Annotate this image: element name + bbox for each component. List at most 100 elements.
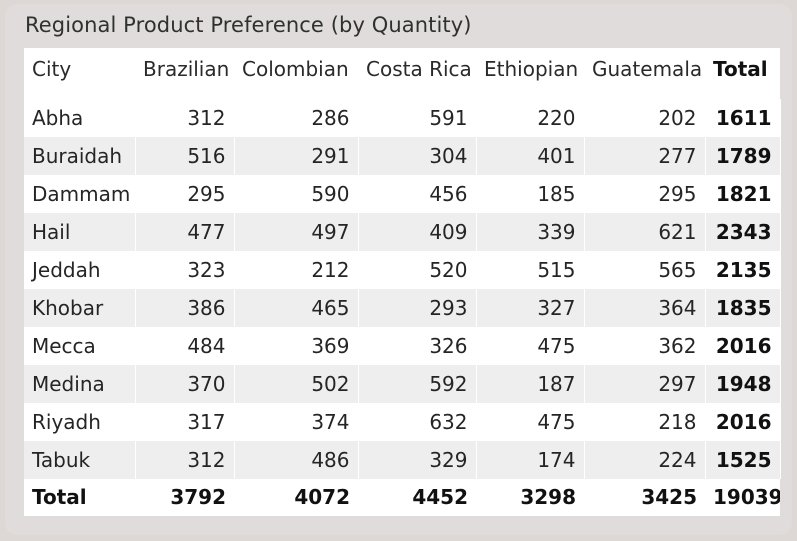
value-cell: 475 bbox=[476, 403, 585, 441]
value-cell: 185 bbox=[476, 175, 585, 213]
value-cell: 362 bbox=[584, 327, 706, 365]
value-cell: 326 bbox=[358, 327, 477, 365]
value-cell: 565 bbox=[584, 251, 706, 289]
value-cell: 202 bbox=[584, 99, 706, 137]
column-header[interactable]: Brazilian bbox=[143, 57, 230, 81]
matrix-table-container[interactable]: City Brazilian Colombian Costa Rica Ethiopia… bbox=[24, 48, 781, 516]
table-row[interactable]: Hail 477 497 409 339 621 2343 bbox=[24, 213, 781, 251]
value-cell: 502 bbox=[234, 365, 359, 403]
value-cell: 295 bbox=[584, 175, 706, 213]
value-cell: 374 bbox=[234, 403, 359, 441]
table-row[interactable]: Abha 312 286 591 220 202 1611 bbox=[24, 99, 781, 137]
value-cell: 329 bbox=[358, 441, 477, 479]
value-cell: 364 bbox=[584, 289, 706, 327]
value-cell: 317 bbox=[135, 403, 235, 441]
value-cell: 590 bbox=[234, 175, 359, 213]
value-cell: 370 bbox=[135, 365, 235, 403]
row-total-cell: 2016 bbox=[705, 403, 781, 441]
row-total-cell: 1948 bbox=[705, 365, 781, 403]
city-cell: Jeddah bbox=[24, 251, 136, 289]
column-header[interactable]: City bbox=[32, 57, 72, 81]
totals-row: Total 3792 4072 4452 3298 3425 19039 bbox=[24, 479, 780, 515]
value-cell: 293 bbox=[358, 289, 477, 327]
value-cell: 187 bbox=[476, 365, 585, 403]
value-cell: 323 bbox=[135, 251, 235, 289]
header-row: City Brazilian Colombian Costa Rica Ethiopia… bbox=[24, 48, 780, 99]
column-total-cell: 3792 bbox=[135, 479, 234, 515]
value-cell: 339 bbox=[476, 213, 585, 251]
table-row[interactable]: Khobar 386 465 293 327 364 1835 bbox=[24, 289, 781, 327]
matrix-visual-card[interactable]: Regional Product Preference (by Quantity… bbox=[5, 4, 792, 535]
value-cell: 591 bbox=[358, 99, 477, 137]
value-cell: 484 bbox=[135, 327, 235, 365]
value-cell: 515 bbox=[476, 251, 585, 289]
row-total-cell: 1611 bbox=[705, 99, 781, 137]
value-cell: 291 bbox=[234, 137, 359, 175]
grand-total-cell: 19039 bbox=[705, 479, 780, 515]
row-total-cell: 2016 bbox=[705, 327, 781, 365]
city-cell: Abha bbox=[24, 99, 136, 137]
value-cell: 220 bbox=[476, 99, 585, 137]
column-header[interactable]: Guatemala bbox=[592, 57, 703, 81]
column-total-cell: 4452 bbox=[358, 479, 476, 515]
value-cell: 520 bbox=[358, 251, 477, 289]
value-cell: 465 bbox=[234, 289, 359, 327]
value-cell: 327 bbox=[476, 289, 585, 327]
value-cell: 218 bbox=[584, 403, 706, 441]
value-cell: 304 bbox=[358, 137, 477, 175]
value-cell: 475 bbox=[476, 327, 585, 365]
table-row[interactable]: Medina 370 502 592 187 297 1948 bbox=[24, 365, 781, 403]
visual-title: Regional Product Preference (by Quantity… bbox=[25, 13, 472, 37]
value-cell: 297 bbox=[584, 365, 706, 403]
value-cell: 174 bbox=[476, 441, 585, 479]
value-cell: 369 bbox=[234, 327, 359, 365]
column-header[interactable]: Costa Rica bbox=[366, 57, 472, 81]
value-cell: 621 bbox=[584, 213, 706, 251]
value-cell: 401 bbox=[476, 137, 585, 175]
table-body: Abha 312 286 591 220 202 1611 Buraidah 516 291 304… bbox=[24, 99, 781, 479]
value-cell: 409 bbox=[358, 213, 477, 251]
matrix-table: City Brazilian Colombian Costa Rica Ethiopia… bbox=[24, 48, 781, 515]
row-total-cell: 2135 bbox=[705, 251, 781, 289]
column-total-cell: 4072 bbox=[234, 479, 358, 515]
value-cell: 286 bbox=[234, 99, 359, 137]
value-cell: 277 bbox=[584, 137, 706, 175]
row-total-cell: 1835 bbox=[705, 289, 781, 327]
value-cell: 386 bbox=[135, 289, 235, 327]
row-total-cell: 2343 bbox=[705, 213, 781, 251]
row-total-cell: 1525 bbox=[705, 441, 781, 479]
row-total-cell: 1821 bbox=[705, 175, 781, 213]
table-row[interactable]: Mecca 484 369 326 475 362 2016 bbox=[24, 327, 781, 365]
value-cell: 212 bbox=[234, 251, 359, 289]
city-cell: Buraidah bbox=[24, 137, 136, 175]
value-cell: 632 bbox=[358, 403, 477, 441]
value-cell: 486 bbox=[234, 441, 359, 479]
value-cell: 312 bbox=[135, 441, 235, 479]
value-cell: 592 bbox=[358, 365, 477, 403]
table-row[interactable]: Riyadh 317 374 632 475 218 2016 bbox=[24, 403, 781, 441]
city-cell: Riyadh bbox=[24, 403, 136, 441]
value-cell: 516 bbox=[135, 137, 235, 175]
value-cell: 497 bbox=[234, 213, 359, 251]
table-row[interactable]: Tabuk 312 486 329 174 224 1525 bbox=[24, 441, 781, 479]
column-header[interactable]: Colombian bbox=[242, 57, 349, 81]
table-row[interactable]: Dammam 295 590 456 185 295 1821 bbox=[24, 175, 781, 213]
city-cell: Khobar bbox=[24, 289, 136, 327]
city-cell: Dammam bbox=[24, 175, 136, 213]
value-cell: 312 bbox=[135, 99, 235, 137]
column-total-cell: 3298 bbox=[476, 479, 584, 515]
city-cell: Medina bbox=[24, 365, 136, 403]
totals-label: Total bbox=[24, 479, 135, 515]
city-cell: Tabuk bbox=[24, 441, 136, 479]
table-row[interactable]: Jeddah 323 212 520 515 565 2135 bbox=[24, 251, 781, 289]
column-header[interactable]: Ethiopian bbox=[484, 57, 579, 81]
column-total-cell: 3425 bbox=[584, 479, 705, 515]
value-cell: 477 bbox=[135, 213, 235, 251]
city-cell: Mecca bbox=[24, 327, 136, 365]
row-total-cell: 1789 bbox=[705, 137, 781, 175]
value-cell: 224 bbox=[584, 441, 706, 479]
column-header[interactable]: Total bbox=[713, 57, 768, 81]
table-row[interactable]: Buraidah 516 291 304 401 277 1789 bbox=[24, 137, 781, 175]
city-cell: Hail bbox=[24, 213, 136, 251]
